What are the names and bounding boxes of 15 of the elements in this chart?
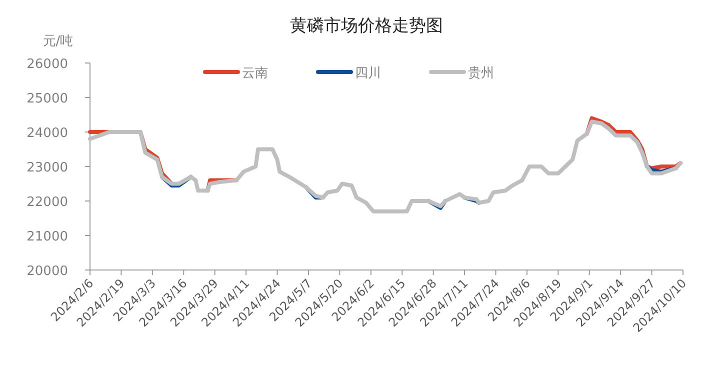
ytick: 21000 <box>26 230 68 244</box>
ytick: 25000 <box>26 92 68 106</box>
legend-item: 贵州 <box>429 66 494 81</box>
ytick: 23000 <box>26 160 68 176</box>
ytick: 26000 <box>26 57 68 72</box>
ytick: 22000 <box>26 195 68 210</box>
legend-item: 云南 <box>203 66 268 81</box>
ytick: 24000 <box>26 126 68 141</box>
ylabel: 元/吨 <box>42 34 74 49</box>
legend-label: 四川 <box>355 66 381 81</box>
title: 黄磷市场价格走势图 <box>290 16 443 36</box>
ytick: 20000 <box>26 264 68 279</box>
legend-item: 四川 <box>316 66 381 81</box>
legend-label: 贵州 <box>468 66 494 81</box>
legend-label: 云南 <box>242 66 268 81</box>
